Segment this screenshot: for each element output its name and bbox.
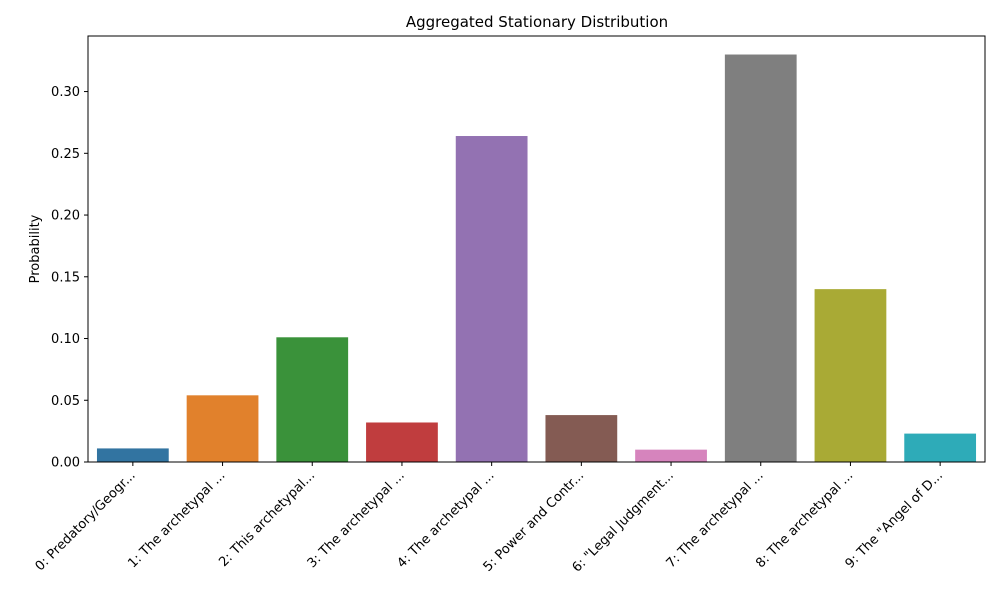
bar-8 xyxy=(814,289,887,462)
y-tick-label-0: 0.00 xyxy=(51,456,80,471)
y-tick-label-6: 0.30 xyxy=(51,85,80,100)
chart-title: Aggregated Stationary Distribution xyxy=(406,13,668,31)
y-tick-label-1: 0.05 xyxy=(51,394,80,409)
y-axis-label: Probability xyxy=(28,214,43,283)
bar-7 xyxy=(724,54,797,463)
bar-4 xyxy=(455,136,528,462)
y-tick-label-3: 0.15 xyxy=(51,270,80,285)
bar-3 xyxy=(366,422,438,462)
bar-6 xyxy=(635,449,707,462)
plot-frame xyxy=(87,35,986,463)
y-tick-label-2: 0.10 xyxy=(51,332,80,347)
bar-2 xyxy=(276,337,349,462)
bar-5 xyxy=(545,415,618,462)
bar-1 xyxy=(186,395,259,462)
bar-0 xyxy=(96,448,169,462)
bar-9 xyxy=(904,433,977,462)
bars-layer xyxy=(96,54,977,463)
y-tick-label-5: 0.25 xyxy=(51,147,80,162)
y-axis: 0.00 0.05 0.10 0.15 0.20 0.25 0.30 xyxy=(51,85,88,471)
y-tick-label-4: 0.20 xyxy=(51,209,80,224)
